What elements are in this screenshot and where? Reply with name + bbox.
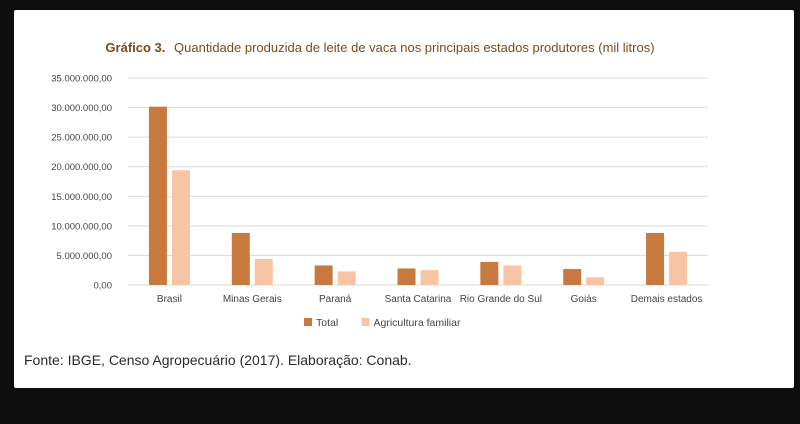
- bar-agricultura-familiar: [586, 277, 605, 285]
- legend: Total Agricultura familiar: [304, 317, 461, 329]
- y-tick-label: 25.000.000,00: [51, 133, 112, 144]
- bar-agricultura-familiar: [254, 258, 273, 285]
- y-tick-label: 0,00: [94, 281, 113, 292]
- bar-agricultura-familiar: [171, 170, 190, 285]
- bar-agricultura-familiar: [503, 265, 522, 285]
- source-note: Fonte: IBGE, Censo Agropecuário (2017). …: [24, 352, 412, 368]
- bar-total: [397, 268, 416, 285]
- x-tick-label: Rio Grande do Sul: [460, 294, 542, 305]
- x-tick-label: Minas Gerais: [223, 294, 282, 305]
- x-tick-label: Goiás: [571, 294, 597, 305]
- bar-agricultura-familiar: [337, 271, 356, 285]
- bar-total: [480, 261, 499, 285]
- y-tick-label: 20.000.000,00: [51, 162, 112, 173]
- bar-total: [563, 269, 582, 285]
- y-axis-ticks: 0,00 5.000.000,00 10.000.000,00 15.000.000,…: [51, 74, 112, 292]
- legend-swatch: [304, 318, 312, 326]
- gridlines: [128, 77, 708, 286]
- bar-total: [646, 232, 665, 285]
- y-tick-label: 10.000.000,00: [51, 221, 112, 232]
- y-tick-label: 30.000.000,00: [51, 103, 112, 114]
- bar-agricultura-familiar: [420, 270, 439, 285]
- chart-title-prefix: Gráfico 3.: [105, 40, 165, 55]
- y-tick-label: 5.000.000,00: [57, 251, 112, 262]
- x-tick-label: Brasil: [157, 294, 182, 305]
- bar-total: [231, 232, 250, 285]
- bars: [148, 106, 688, 285]
- y-tick-label: 35.000.000,00: [51, 74, 112, 85]
- x-tick-label: Paraná: [319, 294, 352, 305]
- x-tick-label: Demais estados: [631, 294, 703, 305]
- x-axis-ticks: Brasil Minas Gerais Paraná Santa Catarina Ri…: [157, 294, 703, 305]
- chart-title: Gráfico 3. Quantidade produzida de leite…: [105, 40, 654, 55]
- x-tick-label: Santa Catarina: [385, 294, 452, 305]
- chart-panel: [14, 10, 794, 388]
- chart-title-text: Quantidade produzida de leite de vaca no…: [174, 40, 655, 55]
- bar-total: [148, 106, 167, 285]
- legend-swatch: [361, 318, 370, 326]
- bar-total: [314, 265, 333, 285]
- legend-label: Agricultura familiar: [374, 317, 461, 329]
- bar-agricultura-familiar: [669, 251, 688, 285]
- legend-label: Total: [316, 317, 338, 329]
- y-tick-label: 15.000.000,00: [51, 192, 112, 203]
